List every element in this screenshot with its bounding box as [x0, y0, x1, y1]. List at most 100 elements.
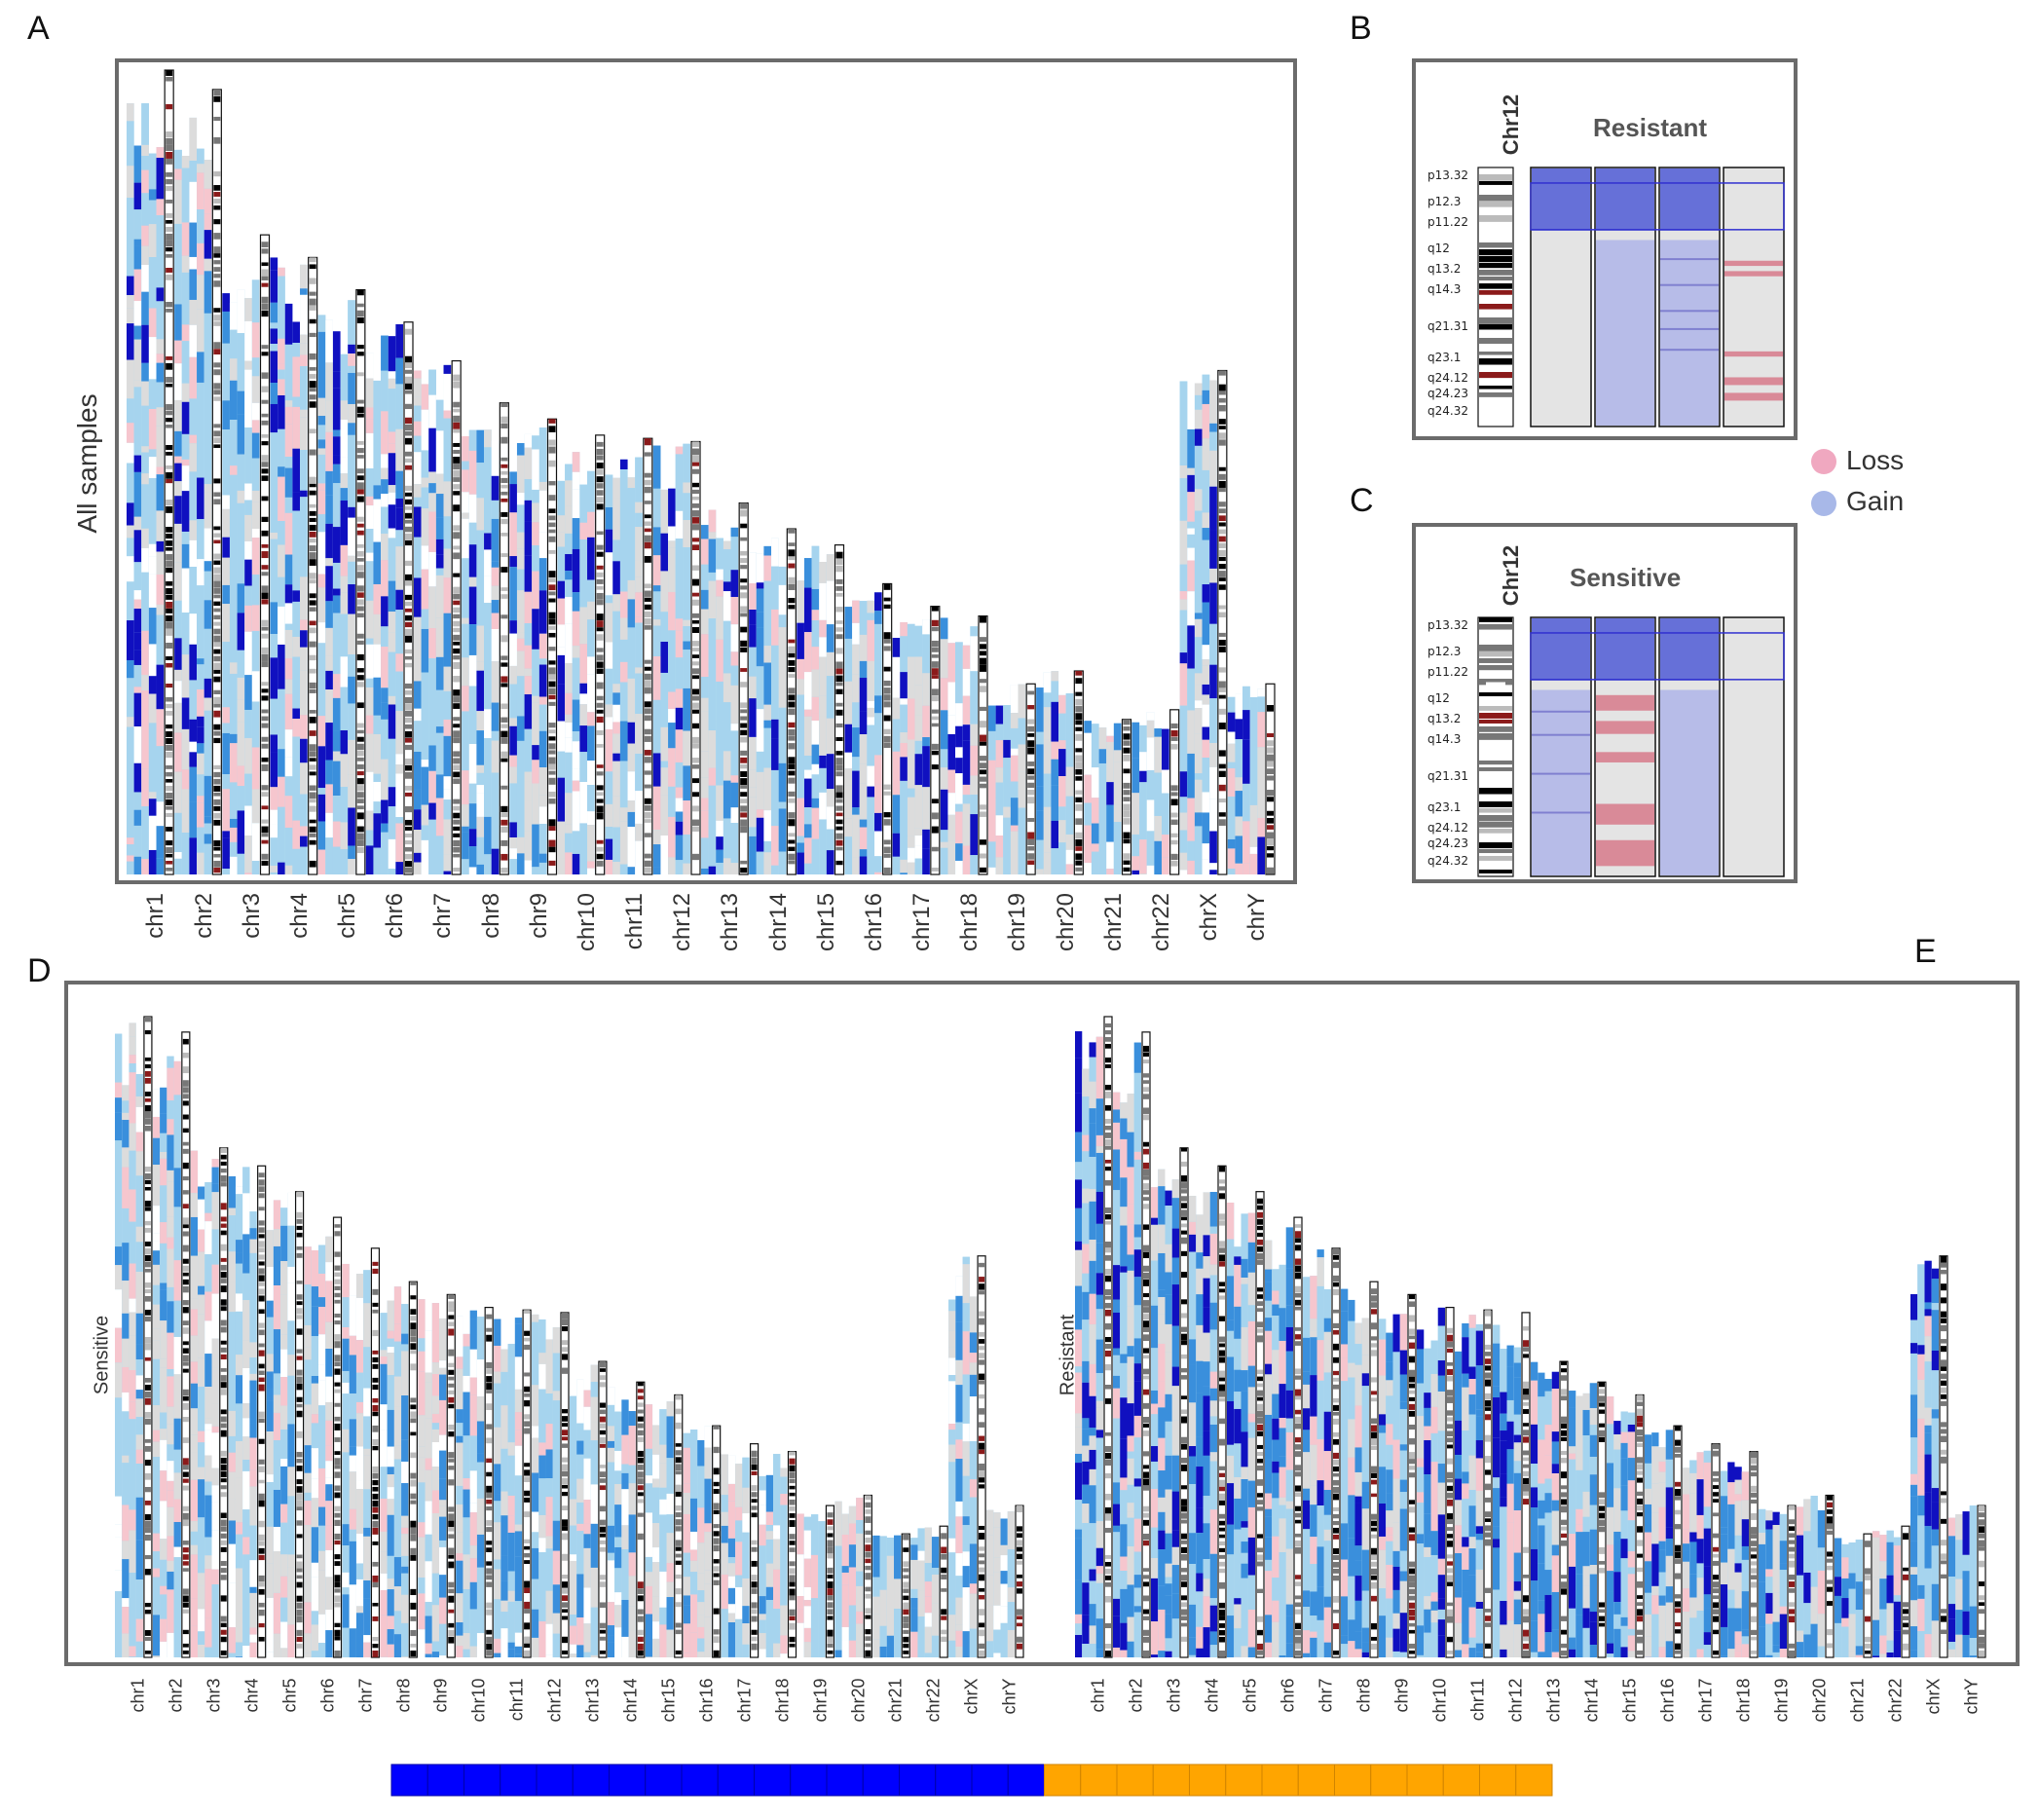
panel-a-cnv-chr1-segment [156, 158, 165, 200]
panel-a-ideogram-chr15-band [835, 668, 843, 675]
panel-d-cnv-chr3-segment [211, 1264, 219, 1294]
panel-a-cnv-chr19-segment [995, 836, 1004, 858]
panel-a-cnv-chr19-segment [1018, 744, 1026, 772]
panel-a-ideogram-chr2-band [213, 587, 221, 594]
panel-a-cnv-chr2-segment [189, 117, 198, 162]
panel-a-cnv-chr13-segment [701, 589, 709, 610]
panel-a-ideogram-chr2-band [213, 539, 221, 544]
panel-a-cnv-chr4-segment [278, 688, 285, 723]
panel-d-cnv-chr10-segment [463, 1554, 470, 1590]
panel-d-cnv-chr17-segment [735, 1586, 743, 1619]
panel-d-ideogram-chr13-band [599, 1629, 606, 1634]
panel-a-ideogram-chrY-band [1267, 740, 1274, 747]
panel-a-cnv-chr7-segment [414, 830, 422, 853]
panel-d-cnv-chr4-segment [249, 1642, 257, 1657]
panel-a-cnv-chr2-segment [189, 520, 198, 540]
panel-d-cnv-chr2-segment [160, 1222, 167, 1244]
panel-a-ideogram-chr21-band [1123, 853, 1131, 860]
panel-a-ideogram-chr7-band [453, 415, 461, 423]
panel-d-cnv-chr17-segment [742, 1606, 750, 1624]
panel-a-cnv-chr14-segment [756, 751, 764, 772]
panel-d-cnv-chr3-segment [198, 1517, 205, 1561]
panel-a-cnv-chr3-segment [222, 604, 230, 643]
panel-a-cnv-chr5-segment [332, 464, 341, 484]
panel-a-ideogram-chr3-band [261, 455, 269, 462]
panel-a-cnv-chr4-segment [284, 424, 293, 458]
panel-d-cnv-chr4-segment [235, 1656, 243, 1657]
panel-a-ideogram-chr9-band [548, 481, 556, 486]
panel-a-ideogram-chr2-band [213, 655, 221, 662]
panel-d-ideogram-chr11-band [524, 1344, 531, 1351]
panel-d-cnv-chr3-segment [204, 1212, 212, 1222]
panel-d-cnv-chr2-segment [167, 1589, 174, 1633]
panel-a-ideogram-chr15-band [835, 758, 843, 765]
panel-d-ideogram-chr12-band [562, 1430, 568, 1436]
panel-a-cnv-chr5-segment [317, 622, 326, 644]
panel-a-cnv-chr4-segment [284, 467, 293, 498]
panel-d-cnv-chr9-segment [425, 1418, 432, 1459]
panel-a-ideogram-chr2-band [213, 136, 221, 144]
panel-a-ideogram-chr20-band [1075, 803, 1083, 811]
panel-a-cnv-chr9-segment [538, 590, 547, 634]
panel-d-ideogram-chr4-band [258, 1438, 265, 1444]
panel-d-ideogram-chr11-band [524, 1609, 531, 1614]
panel-a-cnv-chr11-segment [612, 722, 620, 734]
panel-d-ideogram-chr12-band [562, 1519, 568, 1527]
panel-a-cnv-chr4-segment [292, 708, 301, 720]
panel-a-ideogram-chr11-band [644, 708, 651, 715]
panel-a-cnv-chrX-segment [1179, 812, 1188, 831]
panel-a-cnv-chr17-segment [914, 785, 923, 829]
panel-a-ideogram-chr12-band [692, 510, 699, 517]
panel-a-cnv-chr7-segment [435, 568, 444, 576]
panel-a-ideogram-chr3-band [261, 386, 269, 392]
panel-a-ideogram-chr14-band [788, 860, 796, 865]
panel-d-cnv-chr9-segment [425, 1602, 432, 1616]
panel-a-ideogram-chr4-band [309, 799, 316, 803]
panel-d-cnv-chr2-segment [160, 1641, 167, 1657]
panel-d-ideogram-chr3-band [220, 1223, 227, 1228]
panel-a-ideogram-chr2-band [213, 560, 221, 565]
panel-d-cnv-chr9-segment [431, 1590, 440, 1606]
panel-a-cnv-chr8-segment [462, 859, 469, 874]
panel-d-ideogram-chr1-band [144, 1317, 151, 1322]
panel-d-cnv-chr9-segment [418, 1629, 426, 1657]
panel-d-ideogram-chr12-band [562, 1423, 568, 1428]
panel-a-cnv-chr9-segment [509, 684, 517, 719]
panel-a-ideogram-chr13-band [740, 668, 748, 672]
panel-a-cnv-chr1-segment [141, 734, 149, 769]
panel-a-cnv-chr18-segment [970, 855, 978, 870]
panel-a-cnv-chrY-segment [1249, 721, 1258, 765]
panel-d-cnv-chr3-segment [211, 1584, 219, 1622]
panel-a-cnv-chr8-segment [462, 564, 469, 580]
panel-d-cnv-chr2-segment [152, 1206, 161, 1234]
panel-a-cnv-chr12-segment [668, 547, 676, 593]
panel-d-cnv-chr9-segment [439, 1597, 447, 1624]
panel-d-ideogram-chr18-band [789, 1499, 796, 1505]
panel-d-cnv-chr10-segment [476, 1567, 485, 1596]
panel-d-cnv-chr6-segment [311, 1414, 319, 1424]
panel-a-cnv-chr2-segment [174, 399, 182, 419]
panel-a-cnv-chr7-segment [428, 745, 436, 771]
panel-a-ideogram-chr2-band [213, 580, 221, 588]
panel-c-band-label: q24.12 [1427, 820, 1468, 835]
panel-a-cnv-chr13-segment [708, 644, 717, 673]
panel-d-ideogram-chr14-band [637, 1458, 644, 1464]
panel-d-cnv-chr17-segment [721, 1511, 728, 1526]
panel-d-cnv-chr14-segment [628, 1483, 636, 1515]
panel-a-ideogram-chr4-band [309, 381, 316, 389]
panel-d-cnv-chr14-segment [614, 1484, 622, 1505]
panel-a-cnv-chr15-segment [819, 637, 827, 657]
panel-a-cnv-chr17-segment [907, 862, 915, 874]
panel-a-cnv-chr7-segment [414, 405, 422, 422]
panel-a-ideogram-chr8-band [500, 457, 508, 462]
panel-d-cnv-chr1-segment [122, 1085, 130, 1101]
panel-a-cnv-chr3-segment [244, 585, 252, 606]
panel-d-ideogram-chr2-band [182, 1272, 189, 1277]
panel-a-ideogram-chr14-band [788, 639, 796, 644]
panel-d-cnv-chr12-segment [538, 1621, 546, 1657]
panel-a-ideogram-chr11-band [644, 757, 651, 763]
panel-a-cnv-chr2-segment [174, 852, 182, 859]
panel-d-cnv-chr12-segment [538, 1593, 546, 1622]
panel-d-ideogram-chr11-band [524, 1414, 531, 1420]
panel-a-cnv-chr22-segment [1139, 824, 1147, 840]
